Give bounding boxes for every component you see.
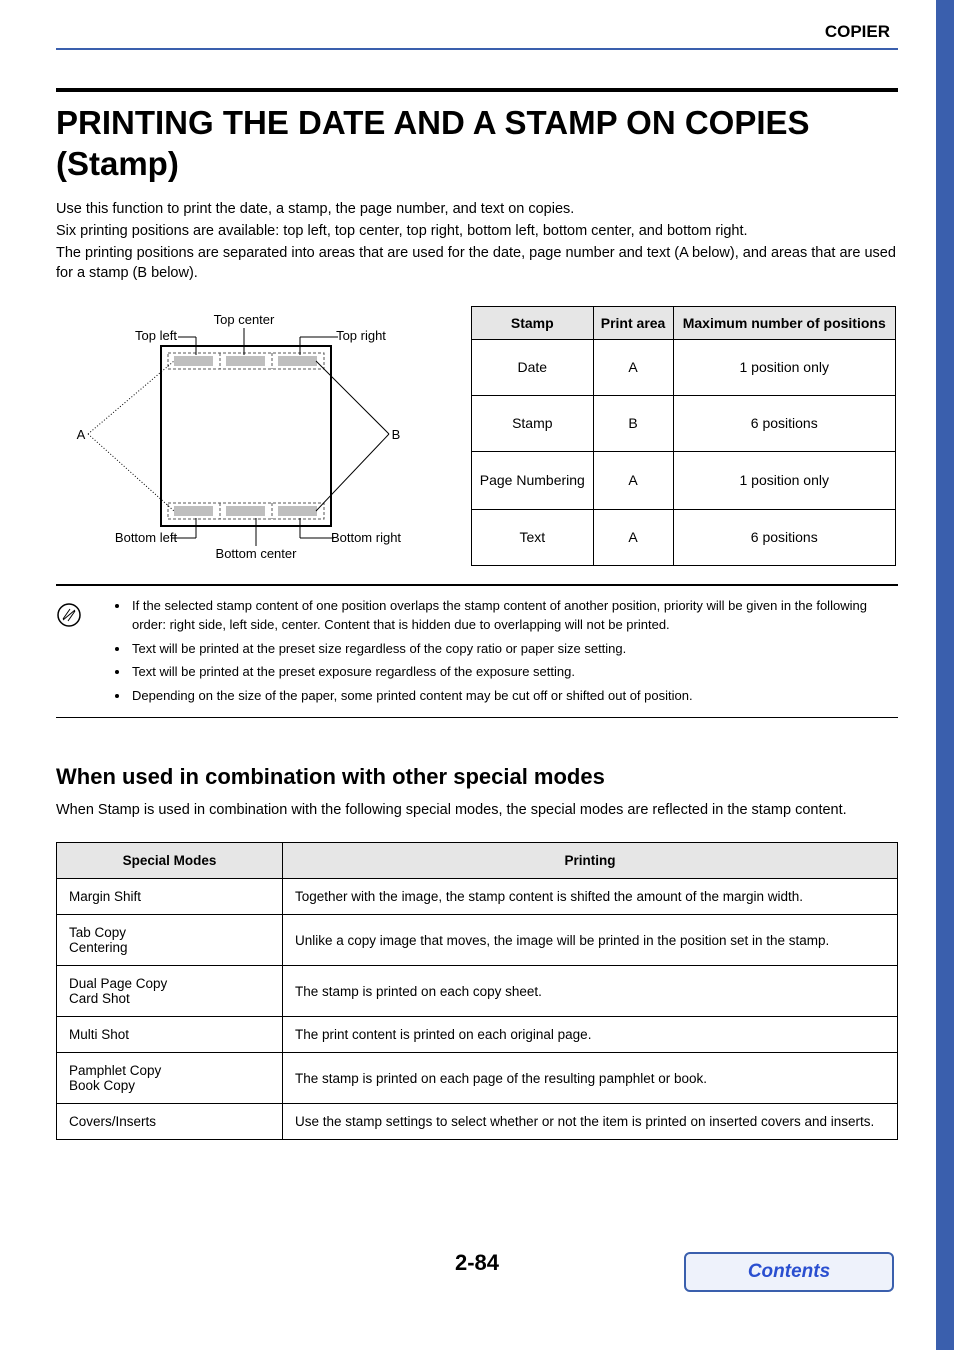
area-a-top-right (278, 356, 317, 366)
cell: Page Numbering (472, 452, 594, 510)
label-bottom-right: Bottom right (331, 530, 401, 545)
table-row: Covers/InsertsUse the stamp settings to … (57, 1104, 898, 1140)
intro-line-1: Use this function to print the date, a s… (56, 199, 898, 219)
note-item: Text will be printed at the preset expos… (130, 662, 898, 682)
cell: The stamp is printed on each page of the… (283, 1053, 898, 1104)
cell: 6 positions (673, 509, 896, 565)
label-top-right: Top right (336, 328, 386, 343)
label-top-left: Top left (135, 328, 177, 343)
area-a-bottom-center (226, 506, 265, 516)
section-paragraph: When Stamp is used in combination with t… (56, 800, 898, 820)
cell: The stamp is printed on each copy sheet. (283, 966, 898, 1017)
position-diagram: Top center Top left Top right A B Bottom… (56, 306, 431, 566)
table-row: Tab Copy CenteringUnlike a copy image th… (57, 915, 898, 966)
positions-th-2: Print area (593, 306, 673, 339)
header-category: COPIER (56, 22, 898, 42)
cell: Margin Shift (57, 879, 283, 915)
area-a-top-left (174, 356, 213, 366)
cell: A (593, 509, 673, 565)
cell: 1 position only (673, 452, 896, 510)
cell: Pamphlet Copy Book Copy (57, 1053, 283, 1104)
cell: Tab Copy Centering (57, 915, 283, 966)
note-item: Depending on the size of the paper, some… (130, 686, 898, 706)
table-row: Pamphlet Copy Book CopyThe stamp is prin… (57, 1053, 898, 1104)
label-b: B (392, 427, 401, 442)
table-row: Dual Page Copy Card ShotThe stamp is pri… (57, 966, 898, 1017)
special-modes-table: Special Modes Printing Margin ShiftToget… (56, 842, 898, 1140)
note-block: If the selected stamp content of one pos… (56, 584, 898, 719)
area-a-top-center (226, 356, 265, 366)
label-a: A (77, 427, 86, 442)
title-rule (56, 88, 898, 92)
page: COPIER PRINTING THE DATE AND A STAMP ON … (0, 0, 954, 1140)
cell: Use the stamp settings to select whether… (283, 1104, 898, 1140)
header-rule (56, 48, 898, 50)
diagram-page-rect (161, 346, 331, 526)
cell: Together with the image, the stamp conte… (283, 879, 898, 915)
cell: B (593, 395, 673, 451)
area-a-bottom-left (174, 506, 213, 516)
table-row: Text A 6 positions (472, 509, 896, 565)
cell: Unlike a copy image that moves, the imag… (283, 915, 898, 966)
contents-button[interactable]: Contents (684, 1252, 894, 1292)
modes-th-1: Special Modes (57, 843, 283, 879)
cell: 6 positions (673, 395, 896, 451)
modes-th-2: Printing (283, 843, 898, 879)
intro-line-2: Six printing positions are available: to… (56, 221, 898, 241)
area-a-bottom-right (278, 506, 317, 516)
page-title: PRINTING THE DATE AND A STAMP ON COPIES … (56, 102, 898, 185)
label-bottom-left: Bottom left (115, 530, 178, 545)
positions-th-1: Stamp (472, 306, 594, 339)
table-row: Multi ShotThe print content is printed o… (57, 1017, 898, 1053)
positions-th-3: Maximum number of positions (673, 306, 896, 339)
cell: Text (472, 509, 594, 565)
table-row: Stamp B 6 positions (472, 395, 896, 451)
label-bottom-center: Bottom center (216, 546, 298, 561)
table-row: Page Numbering A 1 position only (472, 452, 896, 510)
cell-text: Page Numbering (480, 472, 585, 488)
cell: Dual Page Copy Card Shot (57, 966, 283, 1017)
note-item: Text will be printed at the preset size … (130, 639, 898, 659)
table-row: Date A 1 position only (472, 339, 896, 395)
table-row: Margin ShiftTogether with the image, the… (57, 879, 898, 915)
cell: Stamp (472, 395, 594, 451)
cell: Multi Shot (57, 1017, 283, 1053)
cell: Date (472, 339, 594, 395)
section-heading: When used in combination with other spec… (56, 764, 898, 790)
cell: The print content is printed on each ori… (283, 1017, 898, 1053)
cell: A (593, 339, 673, 395)
label-top-center: Top center (214, 312, 275, 327)
intro-line-3: The printing positions are separated int… (56, 243, 898, 284)
positions-table: Stamp Print area Maximum number of posit… (471, 306, 896, 566)
cell: A (593, 452, 673, 510)
note-item: If the selected stamp content of one pos… (130, 596, 898, 635)
note-icon (56, 596, 82, 710)
cell: 1 position only (673, 339, 896, 395)
side-tab (936, 0, 954, 1350)
cell: Covers/Inserts (57, 1104, 283, 1140)
